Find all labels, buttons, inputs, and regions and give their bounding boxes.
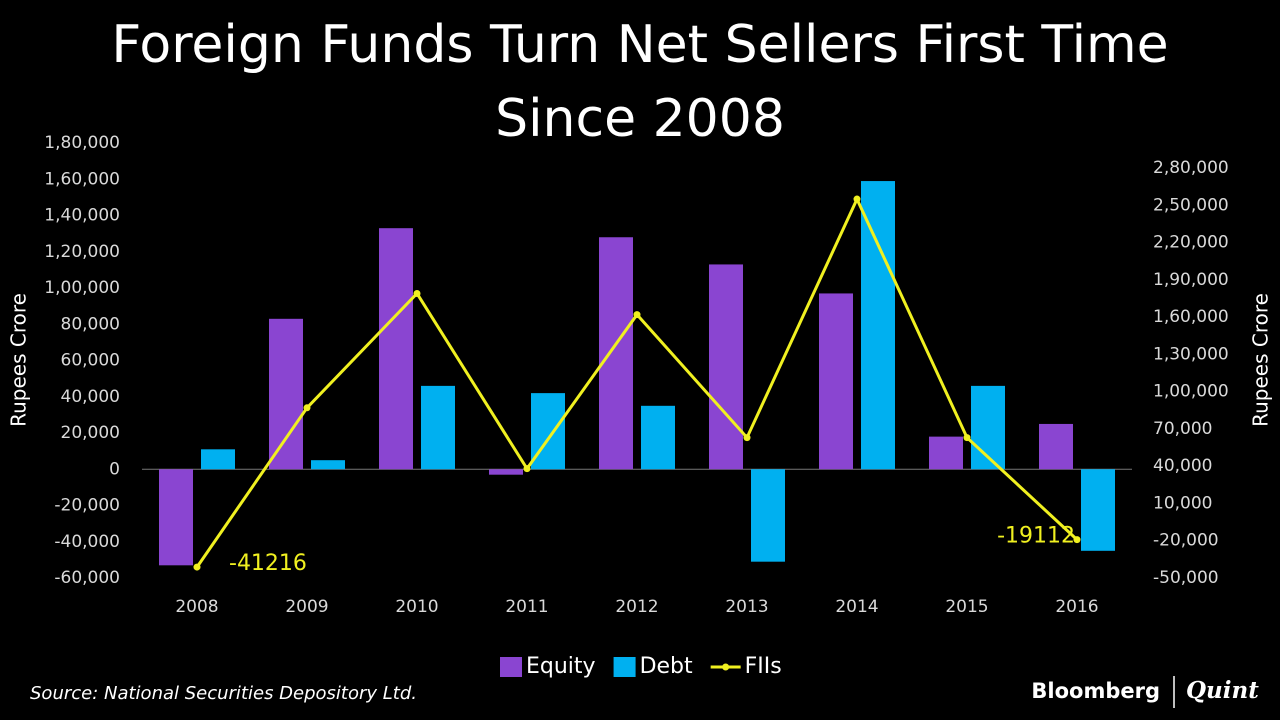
y2-tick-label: 10,000 [1153, 493, 1212, 513]
bar [489, 469, 523, 475]
bar [421, 385, 455, 470]
y2-tick-label: 1,00,000 [1153, 382, 1229, 402]
legend-swatch [613, 657, 636, 677]
x-tick-label: 2008 [175, 597, 218, 617]
line-point [963, 434, 971, 442]
y-tick-label: 1,40,000 [44, 206, 120, 226]
y2-tick-label: 1,30,000 [1153, 344, 1229, 364]
line-point [413, 289, 421, 297]
y-tick-label: 40,000 [61, 387, 120, 407]
x-tick-label: 2015 [945, 597, 988, 617]
y-tick-label: 1,80,000 [44, 133, 120, 153]
x-tick-label: 2010 [395, 597, 438, 617]
brand-bloomberg: Bloomberg [1031, 679, 1160, 703]
bar [929, 436, 963, 470]
line-point [743, 434, 751, 442]
line-point [1073, 536, 1081, 544]
y-tick-label: 1,20,000 [44, 242, 120, 262]
y-tick-label: 80,000 [61, 314, 120, 334]
y2-tick-label: 2,80,000 [1153, 158, 1229, 178]
x-tick-label: 2016 [1055, 597, 1098, 617]
bar [599, 237, 633, 470]
y-tick-label: 60,000 [61, 351, 120, 371]
data-label: -19112 [997, 524, 1075, 549]
bar [379, 228, 413, 470]
y-tick-label: -60,000 [54, 568, 120, 588]
x-tick-label: 2009 [285, 597, 328, 617]
line-point [303, 404, 311, 412]
y-axis-label: Rupees Crore [7, 293, 31, 427]
y2-tick-label: 2,50,000 [1153, 195, 1229, 215]
bar [201, 449, 235, 470]
y-tick-label: 0 [109, 459, 120, 479]
line-point [523, 465, 531, 473]
bar [709, 264, 743, 470]
brand-quint: Quint [1186, 677, 1259, 704]
y-tick-label: -20,000 [54, 496, 120, 516]
bar [751, 469, 785, 562]
legend-label: Debt [640, 654, 693, 679]
bar [641, 405, 675, 470]
legend-swatch [500, 657, 522, 677]
y2-tick-label: -20,000 [1153, 531, 1219, 551]
legend-swatch [722, 663, 730, 671]
x-tick-label: 2013 [725, 597, 768, 617]
y2-tick-label: -50,000 [1153, 568, 1219, 588]
y2-axis-label: Rupees Crore [1249, 293, 1273, 427]
y-tick-label: 1,60,000 [44, 169, 120, 189]
x-tick-label: 2011 [505, 597, 548, 617]
y-tick-label: 20,000 [61, 423, 120, 443]
bar [159, 469, 193, 566]
y2-tick-label: 70,000 [1153, 419, 1212, 439]
y-tick-label: 1,00,000 [44, 278, 120, 298]
chart-subtitle: Since 2008 [495, 89, 785, 149]
y2-tick-label: 40,000 [1153, 456, 1212, 476]
source-note: Source: National Securities Depository L… [30, 683, 417, 704]
bar [269, 318, 303, 470]
x-tick-label: 2014 [835, 597, 878, 617]
line-point [633, 311, 641, 319]
bar [1081, 469, 1115, 551]
y2-tick-label: 2,20,000 [1153, 233, 1229, 253]
data-label: -41216 [229, 551, 307, 576]
y-tick-label: -40,000 [54, 532, 120, 552]
bar [819, 293, 853, 470]
legend-label: Equity [526, 654, 596, 679]
line-point [853, 195, 861, 203]
line-point [193, 563, 201, 571]
x-tick-label: 2012 [615, 597, 658, 617]
bar [861, 181, 895, 470]
y2-tick-label: 1,90,000 [1153, 270, 1229, 290]
y2-tick-label: 1,60,000 [1153, 307, 1229, 327]
bar [1039, 423, 1073, 470]
bar [311, 460, 345, 470]
chart-title: Foreign Funds Turn Net Sellers First Tim… [111, 15, 1168, 75]
legend-label: FIIs [745, 654, 782, 679]
